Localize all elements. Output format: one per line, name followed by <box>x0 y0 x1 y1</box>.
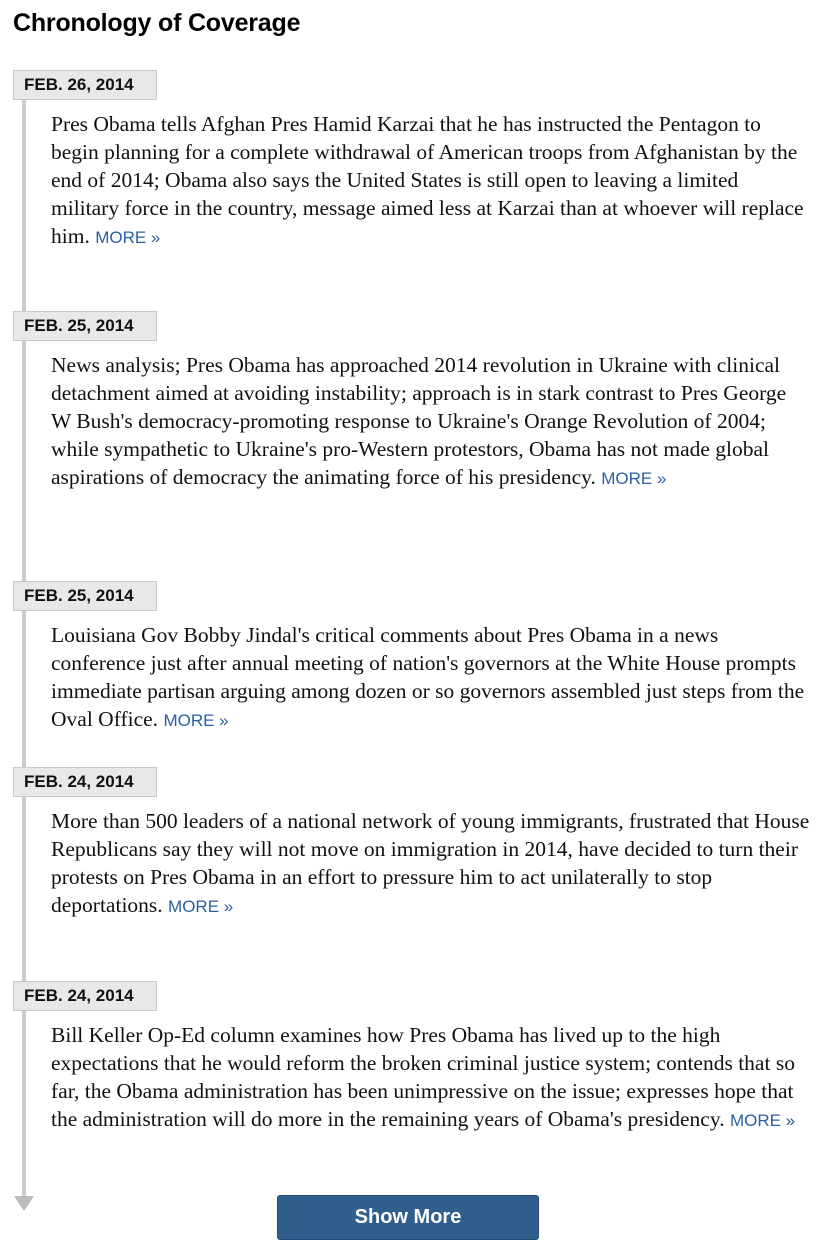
entry-summary: Louisiana Gov Bobby Jindal's critical co… <box>51 621 811 735</box>
date-badge: FEB. 25, 2014 <box>13 311 157 341</box>
more-link[interactable]: MORE » <box>729 1111 796 1130</box>
more-link[interactable]: MORE » <box>163 711 229 730</box>
entry-summary-text: News analysis; Pres Obama has approached… <box>51 353 787 489</box>
date-badge: FEB. 24, 2014 <box>13 767 157 797</box>
more-link[interactable]: MORE » <box>601 469 667 488</box>
timeline-arrow-down-icon <box>14 1196 34 1211</box>
timeline-line <box>22 98 26 1198</box>
date-badge: FEB. 24, 2014 <box>13 981 157 1011</box>
entry-summary: More than 500 leaders of a national netw… <box>51 807 811 921</box>
date-badge: FEB. 26, 2014 <box>13 70 157 100</box>
entry-summary-text: Bill Keller Op-Ed column examines how Pr… <box>51 1023 795 1131</box>
entry-summary: Pres Obama tells Afghan Pres Hamid Karza… <box>51 110 811 252</box>
more-link[interactable]: MORE » <box>168 897 234 916</box>
page-title: Chronology of Coverage <box>13 9 301 37</box>
entry-summary: Bill Keller Op-Ed column examines how Pr… <box>51 1021 811 1135</box>
entry-summary-text: Louisiana Gov Bobby Jindal's critical co… <box>51 623 805 731</box>
entry-summary-text: Pres Obama tells Afghan Pres Hamid Karza… <box>51 112 804 248</box>
date-badge: FEB. 25, 2014 <box>13 581 157 611</box>
entry-summary: News analysis; Pres Obama has approached… <box>51 351 811 493</box>
entry-summary-text: More than 500 leaders of a national netw… <box>51 809 810 917</box>
more-link[interactable]: MORE » <box>95 228 161 247</box>
show-more-button[interactable]: Show More <box>277 1195 539 1240</box>
